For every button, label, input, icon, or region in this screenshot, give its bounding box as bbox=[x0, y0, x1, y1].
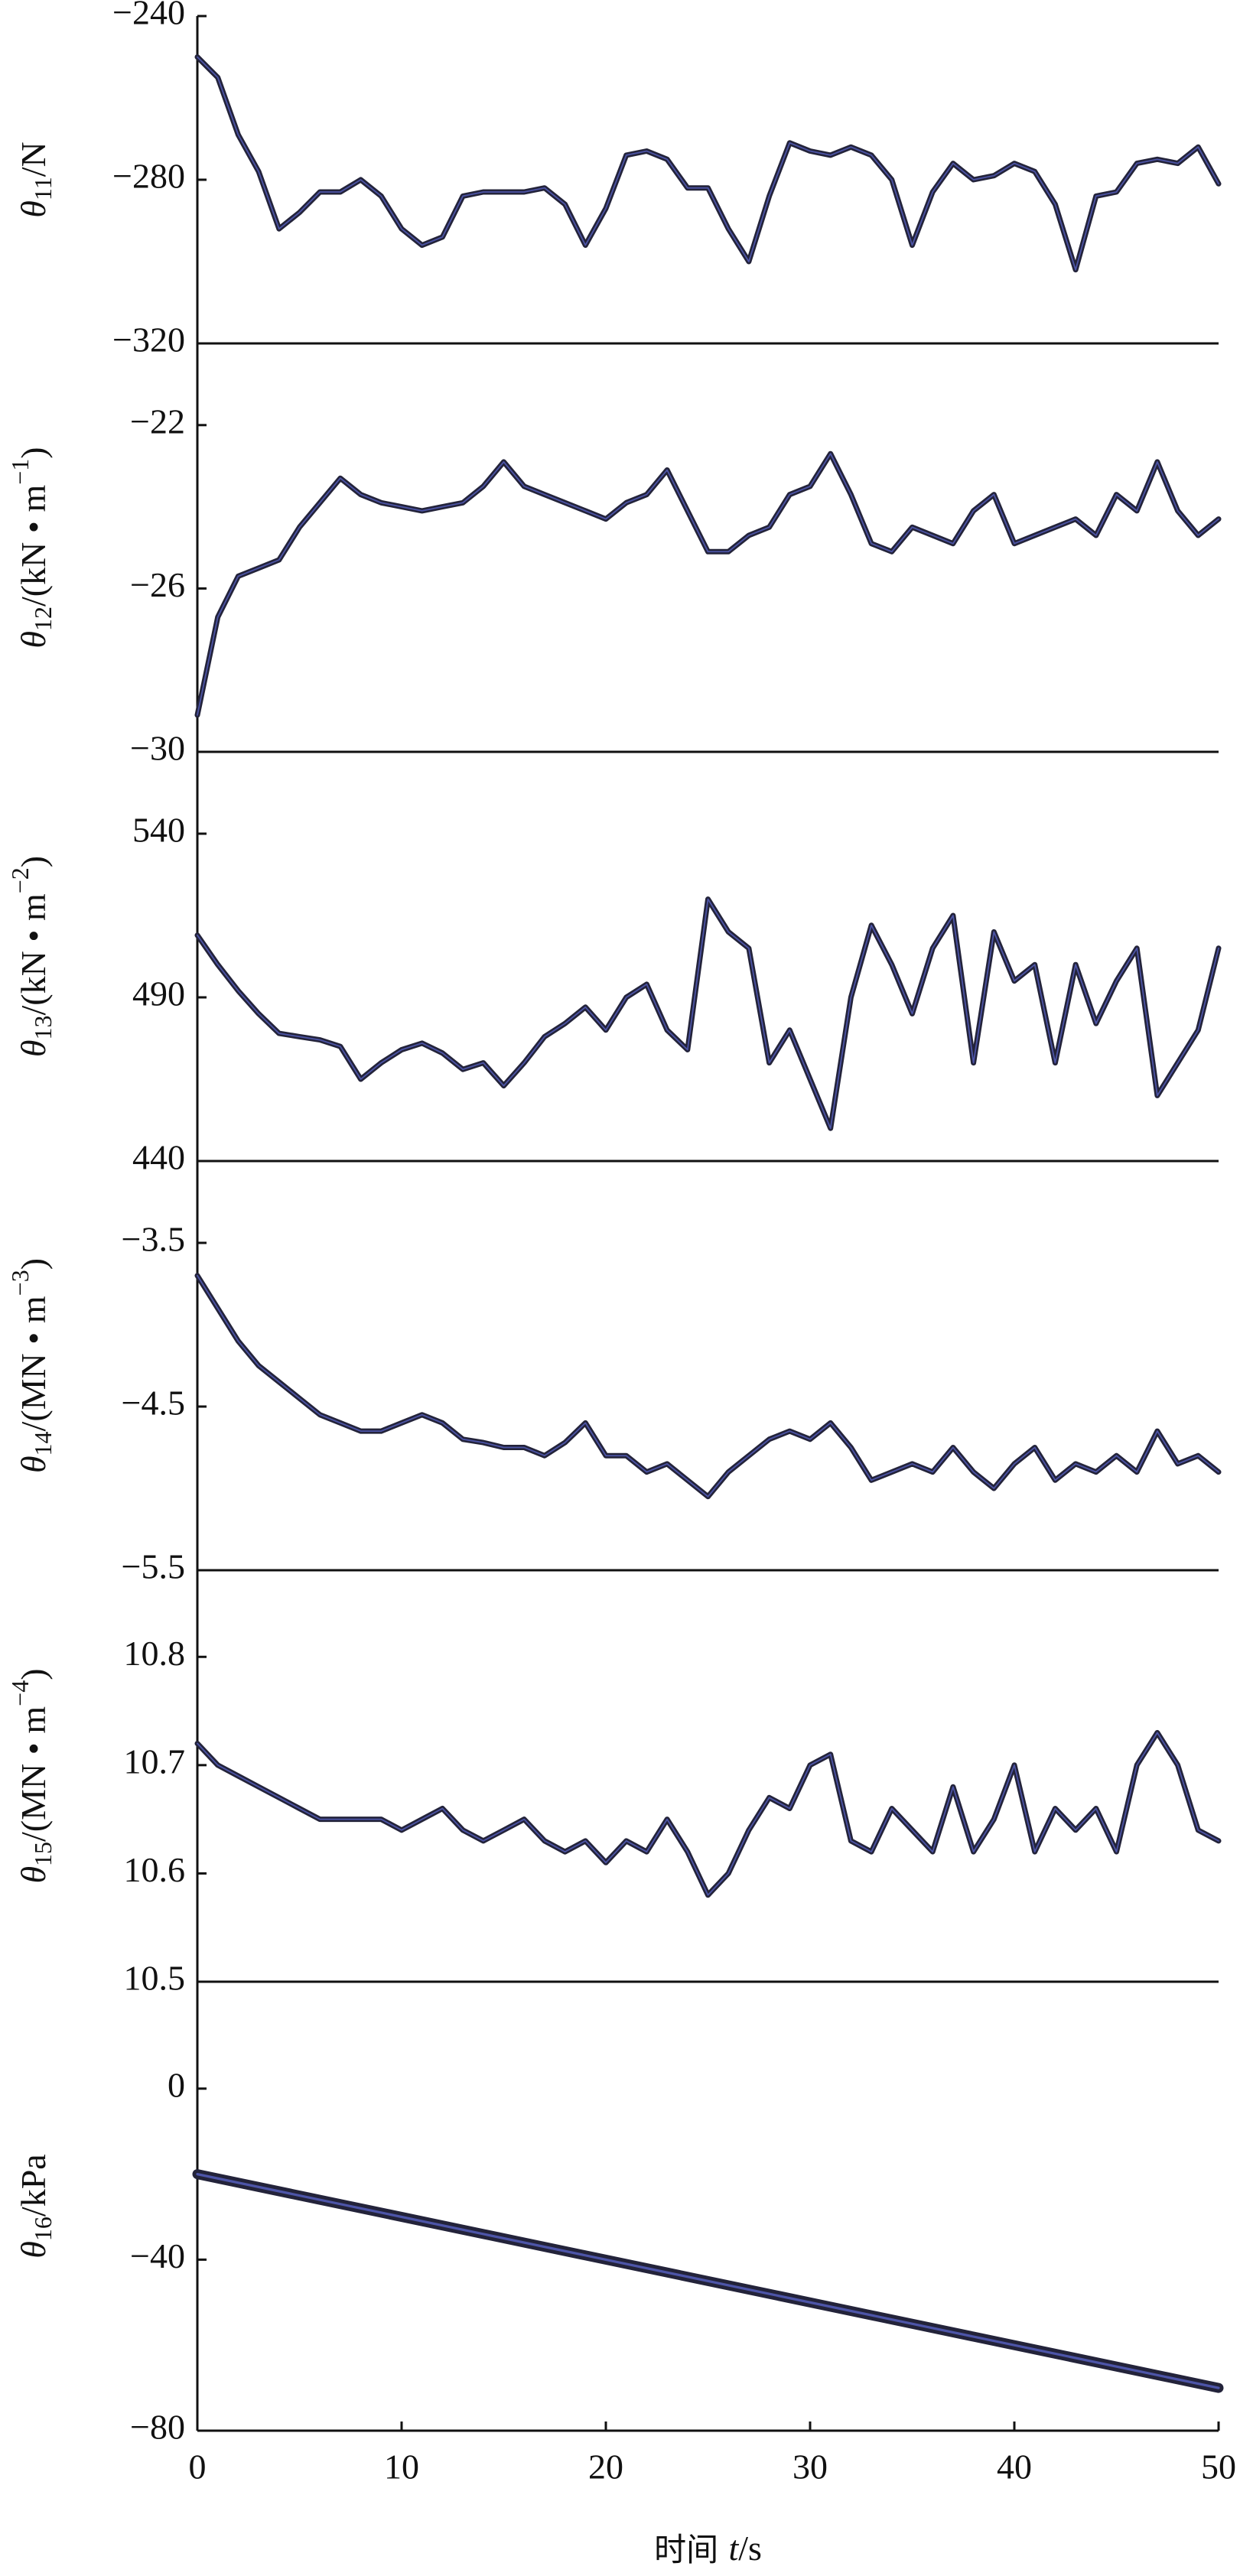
data-line-core bbox=[197, 1732, 1219, 1896]
x-tick-label: 0 bbox=[189, 2448, 207, 2487]
x-tick-label: 40 bbox=[997, 2448, 1032, 2487]
y-axis-label: θ13/(kN • m−2) bbox=[6, 856, 57, 1057]
data-line-core bbox=[197, 56, 1219, 271]
y-tick-label: −4.5 bbox=[122, 1384, 185, 1423]
y-label-subscript: 11 bbox=[29, 177, 57, 200]
y-label-unit: /(MN • m bbox=[14, 1296, 53, 1431]
y-tick-label: −320 bbox=[112, 320, 185, 359]
y-tick-label: 540 bbox=[132, 811, 185, 850]
y-label-unit: /(kN • m bbox=[14, 485, 53, 607]
y-label-subscript: 16 bbox=[29, 2217, 57, 2241]
y-label-symbol: θ bbox=[14, 631, 53, 649]
y-label-unit: /(MN • m bbox=[14, 1706, 53, 1842]
y-axis-label: θ11/N bbox=[14, 141, 57, 217]
y-tick-label: 10.7 bbox=[124, 1742, 186, 1781]
y-label-unit: /(kN • m bbox=[14, 893, 53, 1015]
y-tick-label: 10.6 bbox=[124, 1850, 186, 1889]
y-tick-label: −26 bbox=[130, 565, 185, 604]
y-label-superscript: −4 bbox=[6, 1680, 34, 1706]
data-line bbox=[194, 1729, 1222, 1898]
y-tick-label: −40 bbox=[130, 2236, 185, 2275]
x-label-unit: /s bbox=[738, 2529, 762, 2568]
y-tick-label: 440 bbox=[132, 1138, 185, 1177]
y-tick-label: −5.5 bbox=[122, 1547, 185, 1586]
y-label-symbol: θ bbox=[14, 1456, 53, 1473]
y-label-superscript: −3 bbox=[6, 1270, 34, 1296]
y-tick-label: −30 bbox=[130, 729, 185, 768]
y-label-close: ) bbox=[14, 856, 53, 867]
y-label-unit: /kPa bbox=[14, 2154, 53, 2217]
y-label-subscript: 14 bbox=[29, 1431, 57, 1456]
y-label-superscript: −1 bbox=[6, 459, 34, 485]
y-tick-label: −280 bbox=[112, 157, 185, 196]
y-label-symbol: θ bbox=[14, 1039, 53, 1057]
data-line-core bbox=[197, 1274, 1219, 1498]
y-label-subscript: 13 bbox=[29, 1015, 57, 1039]
y-axis-label: θ12/(kN • m−1) bbox=[6, 447, 57, 648]
y-tick-label: 10.8 bbox=[124, 1634, 186, 1673]
data-line-core bbox=[197, 898, 1219, 1130]
x-tick-label: 10 bbox=[384, 2448, 419, 2487]
y-label-symbol: θ bbox=[14, 1866, 53, 1884]
y-tick-label: −240 bbox=[112, 0, 185, 32]
x-tick-label: 20 bbox=[588, 2448, 623, 2487]
y-label-superscript: −2 bbox=[6, 867, 34, 893]
x-tick-label: 50 bbox=[1201, 2448, 1236, 2487]
y-label-close: ) bbox=[14, 447, 53, 458]
y-axis-label: θ16/kPa bbox=[14, 2154, 57, 2258]
data-line bbox=[194, 450, 1222, 718]
y-label-close: ) bbox=[14, 1668, 53, 1680]
y-label-subscript: 15 bbox=[29, 1842, 57, 1866]
y-axis-label: θ14/(MN • m−3) bbox=[6, 1258, 57, 1473]
y-tick-label: 490 bbox=[132, 974, 185, 1013]
y-label-unit: /N bbox=[14, 141, 53, 177]
y-tick-label: −3.5 bbox=[122, 1220, 185, 1259]
y-axis-label: θ15/(MN • m−4) bbox=[6, 1668, 57, 1883]
x-label-text: 时间 bbox=[654, 2531, 728, 2568]
x-tick-label: 30 bbox=[792, 2448, 828, 2487]
x-label-var: t bbox=[728, 2529, 739, 2568]
data-line-core bbox=[196, 2172, 1220, 2389]
y-label-symbol: θ bbox=[14, 200, 53, 218]
y-tick-label: 10.5 bbox=[124, 1959, 186, 1998]
y-tick-label: 0 bbox=[168, 2065, 185, 2104]
y-label-symbol: θ bbox=[14, 2241, 53, 2259]
data-line bbox=[194, 1273, 1222, 1500]
y-label-subscript: 12 bbox=[29, 607, 57, 631]
data-line-core bbox=[197, 453, 1219, 716]
y-tick-label: −22 bbox=[130, 402, 185, 441]
y-label-close: ) bbox=[14, 1258, 53, 1270]
y-tick-label: −80 bbox=[130, 2408, 185, 2447]
x-axis-label: 时间 t/s bbox=[654, 2529, 762, 2568]
